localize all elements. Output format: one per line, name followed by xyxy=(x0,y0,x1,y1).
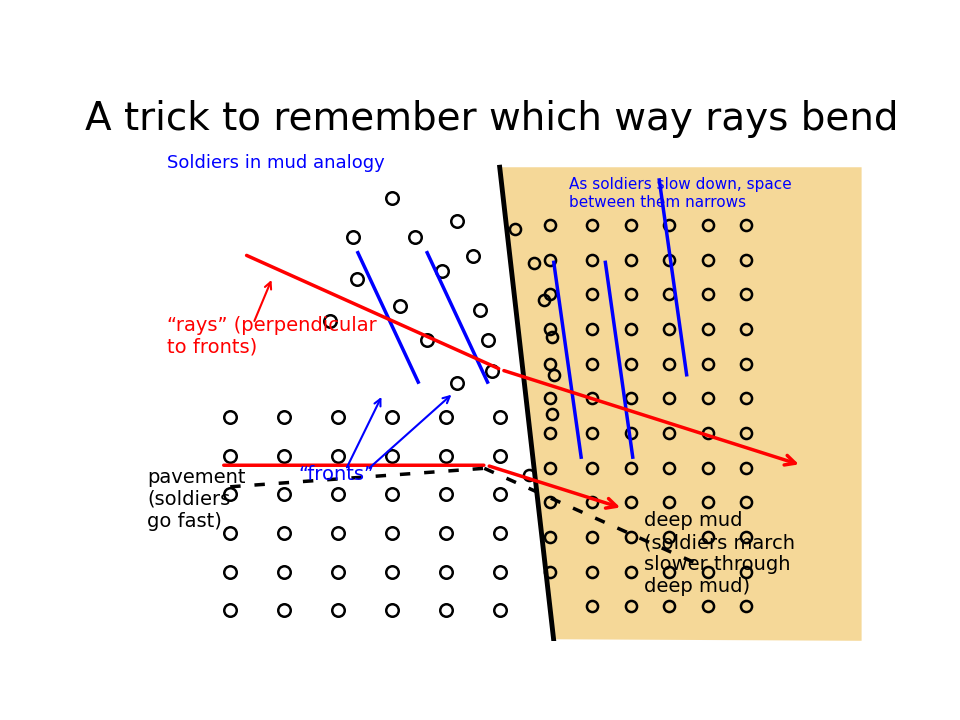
Text: pavement
(soldiers
go fast): pavement (soldiers go fast) xyxy=(147,467,246,531)
Polygon shape xyxy=(500,167,861,641)
Text: “fronts”: “fronts” xyxy=(298,465,374,485)
Text: A trick to remember which way rays bend: A trick to remember which way rays bend xyxy=(85,100,899,138)
Text: deep mud
(soldiers march
slower through
deep mud): deep mud (soldiers march slower through … xyxy=(644,511,796,596)
Text: “rays” (perpendicular
to fronts): “rays” (perpendicular to fronts) xyxy=(167,316,377,357)
Text: Soldiers in mud analogy: Soldiers in mud analogy xyxy=(167,154,385,172)
Text: As soldiers slow down, space
between them narrows: As soldiers slow down, space between the… xyxy=(569,177,792,210)
